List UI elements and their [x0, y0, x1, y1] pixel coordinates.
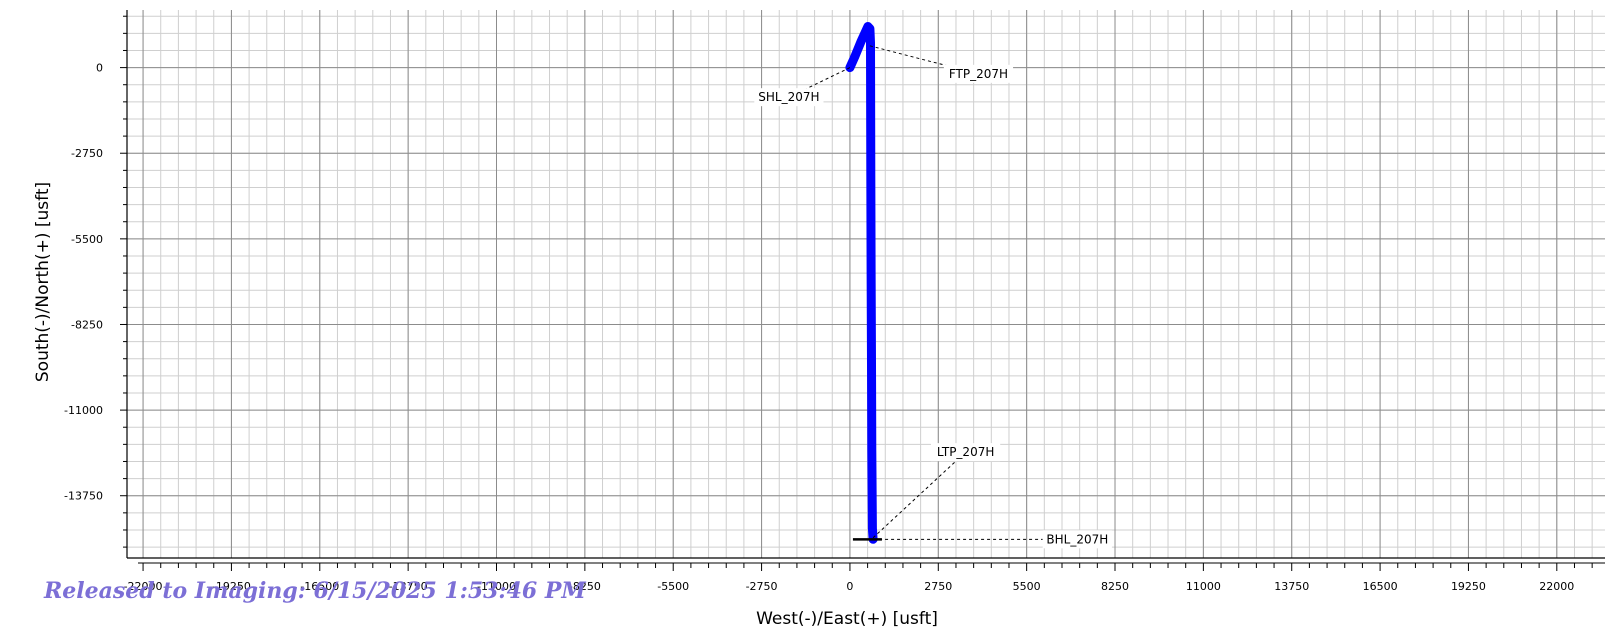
y-tick-label: -2750 — [71, 147, 103, 160]
x-tick-label: -11000 — [477, 580, 516, 593]
annotation-box — [931, 443, 1001, 462]
axes — [126, 10, 1605, 564]
y-tick-label: -13750 — [64, 490, 103, 503]
release-stamp: Released to Imaging: 6/15/2025 1:53:46 P… — [44, 578, 586, 604]
y-tick-label: -5500 — [71, 233, 103, 246]
annotation-box — [1042, 530, 1112, 549]
x-tick-label: 5500 — [1013, 580, 1041, 593]
annotation-label: FTP_207H — [949, 67, 1008, 81]
x-tick-label: 0 — [846, 580, 853, 593]
y-tick-label: -8250 — [71, 318, 103, 331]
wellpath-line — [845, 22, 878, 544]
minor-gridlines — [127, 10, 1605, 558]
x-tick-label: -5500 — [657, 580, 689, 593]
wellpath-series — [845, 22, 882, 544]
annotation-label: BHL_207H — [1046, 532, 1108, 546]
x-tick-label: 16500 — [1363, 580, 1398, 593]
x-tick-label: -22000 — [124, 580, 163, 593]
annotation-box — [943, 64, 1014, 83]
x-tick-label: 2750 — [924, 580, 952, 593]
annotation-label: SHL_207H — [758, 90, 819, 104]
major-gridlines — [127, 10, 1605, 558]
x-tick-label: 19250 — [1451, 580, 1486, 593]
annotation-label: LTP_207H — [937, 445, 995, 459]
y-axis-title: South(-)/North(+) [usft] — [33, 182, 53, 382]
x-tick-label: -19250 — [212, 580, 251, 593]
tick-labels: -22000 -19250 -16500 -13750 -11000 -8250 -5500… — [64, 62, 1574, 593]
y-tick-label: -11000 — [64, 404, 103, 417]
x-tick-label: 8250 — [1101, 580, 1129, 593]
tick-marks — [120, 15, 1593, 571]
y-tick-label: 0 — [96, 62, 103, 75]
x-axis-title: West(-)/East(+) [usft] — [756, 609, 938, 629]
x-tick-label: 13750 — [1274, 580, 1309, 593]
x-tick-label: -16500 — [300, 580, 339, 593]
annotation-leader — [869, 45, 979, 75]
x-tick-label: 22000 — [1539, 580, 1574, 593]
point-annotations: SHL_207H FTP_207H LTP_207H BHL_207H — [754, 45, 1112, 549]
x-tick-label: 11000 — [1186, 580, 1221, 593]
annotation-box — [754, 88, 824, 107]
x-tick-label: -8250 — [569, 580, 601, 593]
x-tick-label: -2750 — [746, 580, 778, 593]
annotation-leader — [872, 451, 966, 539]
x-tick-label: -13750 — [389, 580, 428, 593]
